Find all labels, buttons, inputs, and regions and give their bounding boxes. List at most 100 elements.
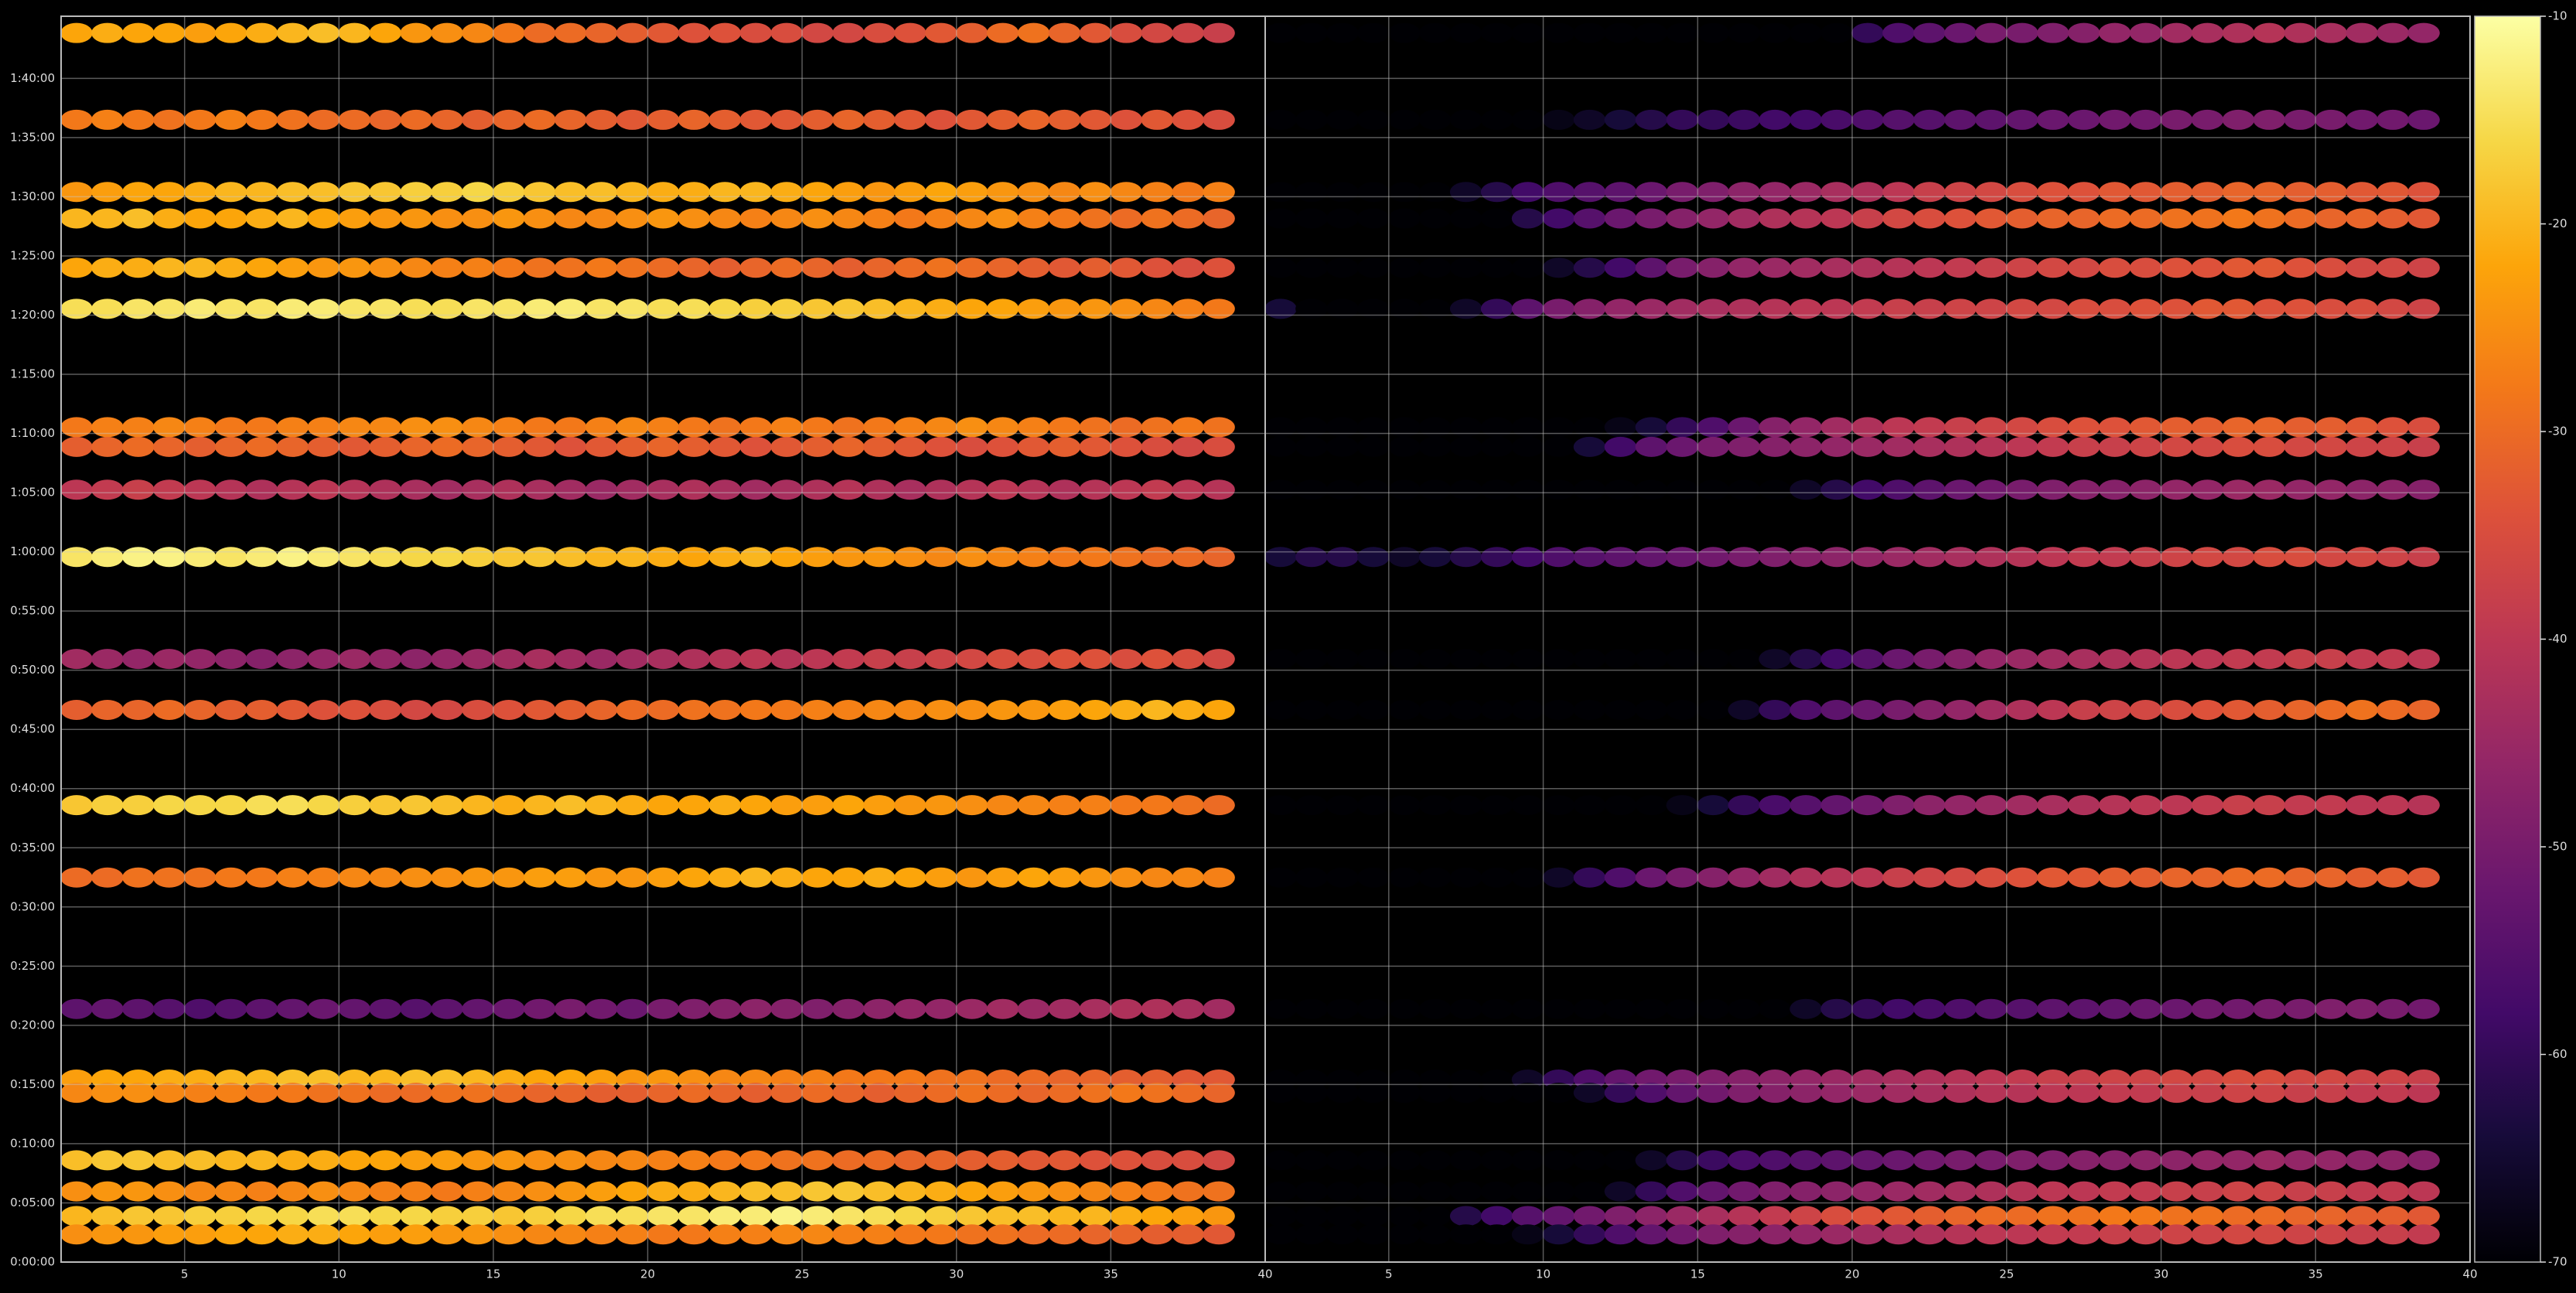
cell xyxy=(1203,1083,1235,1104)
cell xyxy=(1635,109,1668,130)
cell xyxy=(1820,22,1853,43)
cell xyxy=(122,208,155,229)
cell xyxy=(1326,998,1359,1019)
cell xyxy=(493,258,525,278)
cell xyxy=(894,436,926,457)
cell xyxy=(214,258,247,278)
cell xyxy=(1759,208,1791,229)
cell xyxy=(2036,417,2069,438)
y-tick-label: 0:10:00 xyxy=(10,1136,55,1150)
cell xyxy=(739,299,773,319)
cell xyxy=(2129,299,2162,319)
cell xyxy=(1944,258,1977,278)
cell xyxy=(431,417,463,438)
cell xyxy=(739,258,773,278)
cell xyxy=(122,22,155,43)
cell xyxy=(616,699,649,720)
cell xyxy=(554,867,587,888)
cell xyxy=(677,417,711,438)
cell xyxy=(1790,258,1822,278)
cell xyxy=(1913,547,1946,568)
cell xyxy=(400,998,432,1019)
cell xyxy=(2222,998,2255,1019)
cell xyxy=(462,417,494,438)
cell xyxy=(1697,299,1730,319)
y-tick-label: 1:40:00 xyxy=(10,71,55,85)
cell xyxy=(1790,417,1822,438)
cell xyxy=(1017,699,1050,720)
cell xyxy=(2098,109,2131,130)
cell xyxy=(2036,998,2069,1019)
cell xyxy=(245,299,278,319)
cell xyxy=(276,699,309,720)
cell xyxy=(863,649,896,670)
cell xyxy=(214,699,247,720)
cell xyxy=(2253,299,2286,319)
cell xyxy=(1975,417,2008,438)
cell xyxy=(338,258,371,278)
cell xyxy=(677,1150,711,1171)
cell xyxy=(2129,436,2162,457)
cell xyxy=(1944,182,1977,203)
cell xyxy=(1666,1224,1699,1245)
cell xyxy=(1944,1206,1977,1226)
cell xyxy=(307,109,340,130)
cell xyxy=(801,699,834,720)
cell xyxy=(307,547,340,568)
cell xyxy=(1326,1181,1359,1202)
cell xyxy=(1264,1083,1297,1104)
cell xyxy=(431,109,463,130)
cell xyxy=(1913,1224,1946,1245)
cell xyxy=(894,1224,926,1245)
cell xyxy=(1511,998,1544,1019)
cell xyxy=(1017,867,1050,888)
cell xyxy=(1357,109,1390,130)
cell xyxy=(1759,649,1791,670)
cell xyxy=(2346,417,2378,438)
cell xyxy=(2315,1181,2348,1202)
cell xyxy=(1913,22,1946,43)
cell xyxy=(2160,479,2193,500)
cell xyxy=(801,182,834,203)
cell xyxy=(2098,699,2131,720)
cell xyxy=(1697,998,1730,1019)
cell xyxy=(1759,417,1791,438)
cell xyxy=(91,649,124,670)
cell xyxy=(493,417,525,438)
cell xyxy=(2407,1224,2440,1245)
cell xyxy=(1728,22,1760,43)
cell xyxy=(1728,299,1760,319)
cell xyxy=(1203,109,1235,130)
cell xyxy=(60,1150,93,1171)
cell xyxy=(1542,998,1575,1019)
cell xyxy=(1110,208,1143,229)
cell xyxy=(307,699,340,720)
cell xyxy=(1759,109,1791,130)
cell xyxy=(647,417,680,438)
colorbar-tick-label: -10 xyxy=(2548,9,2567,23)
cell xyxy=(1882,417,1915,438)
cell xyxy=(2129,208,2162,229)
cell xyxy=(1975,109,2008,130)
cell xyxy=(832,547,865,568)
cell xyxy=(955,258,988,278)
cell xyxy=(2315,479,2348,500)
cell xyxy=(1387,998,1421,1019)
cell xyxy=(2346,649,2378,670)
cell xyxy=(1295,1150,1328,1171)
cell xyxy=(1790,479,1822,500)
cell xyxy=(925,547,957,568)
cell xyxy=(1882,299,1915,319)
x-tick-label: 35 xyxy=(1104,1267,1118,1281)
cell xyxy=(925,699,957,720)
cell xyxy=(1882,795,1915,816)
cell xyxy=(1573,867,1606,888)
cell xyxy=(2346,479,2378,500)
cell xyxy=(2036,1206,2069,1226)
cell xyxy=(554,208,587,229)
colorbar-tick-label: -60 xyxy=(2548,1047,2567,1061)
cell xyxy=(1418,649,1452,670)
cell xyxy=(1357,1224,1390,1245)
cell xyxy=(2222,795,2255,816)
cell xyxy=(1079,867,1112,888)
